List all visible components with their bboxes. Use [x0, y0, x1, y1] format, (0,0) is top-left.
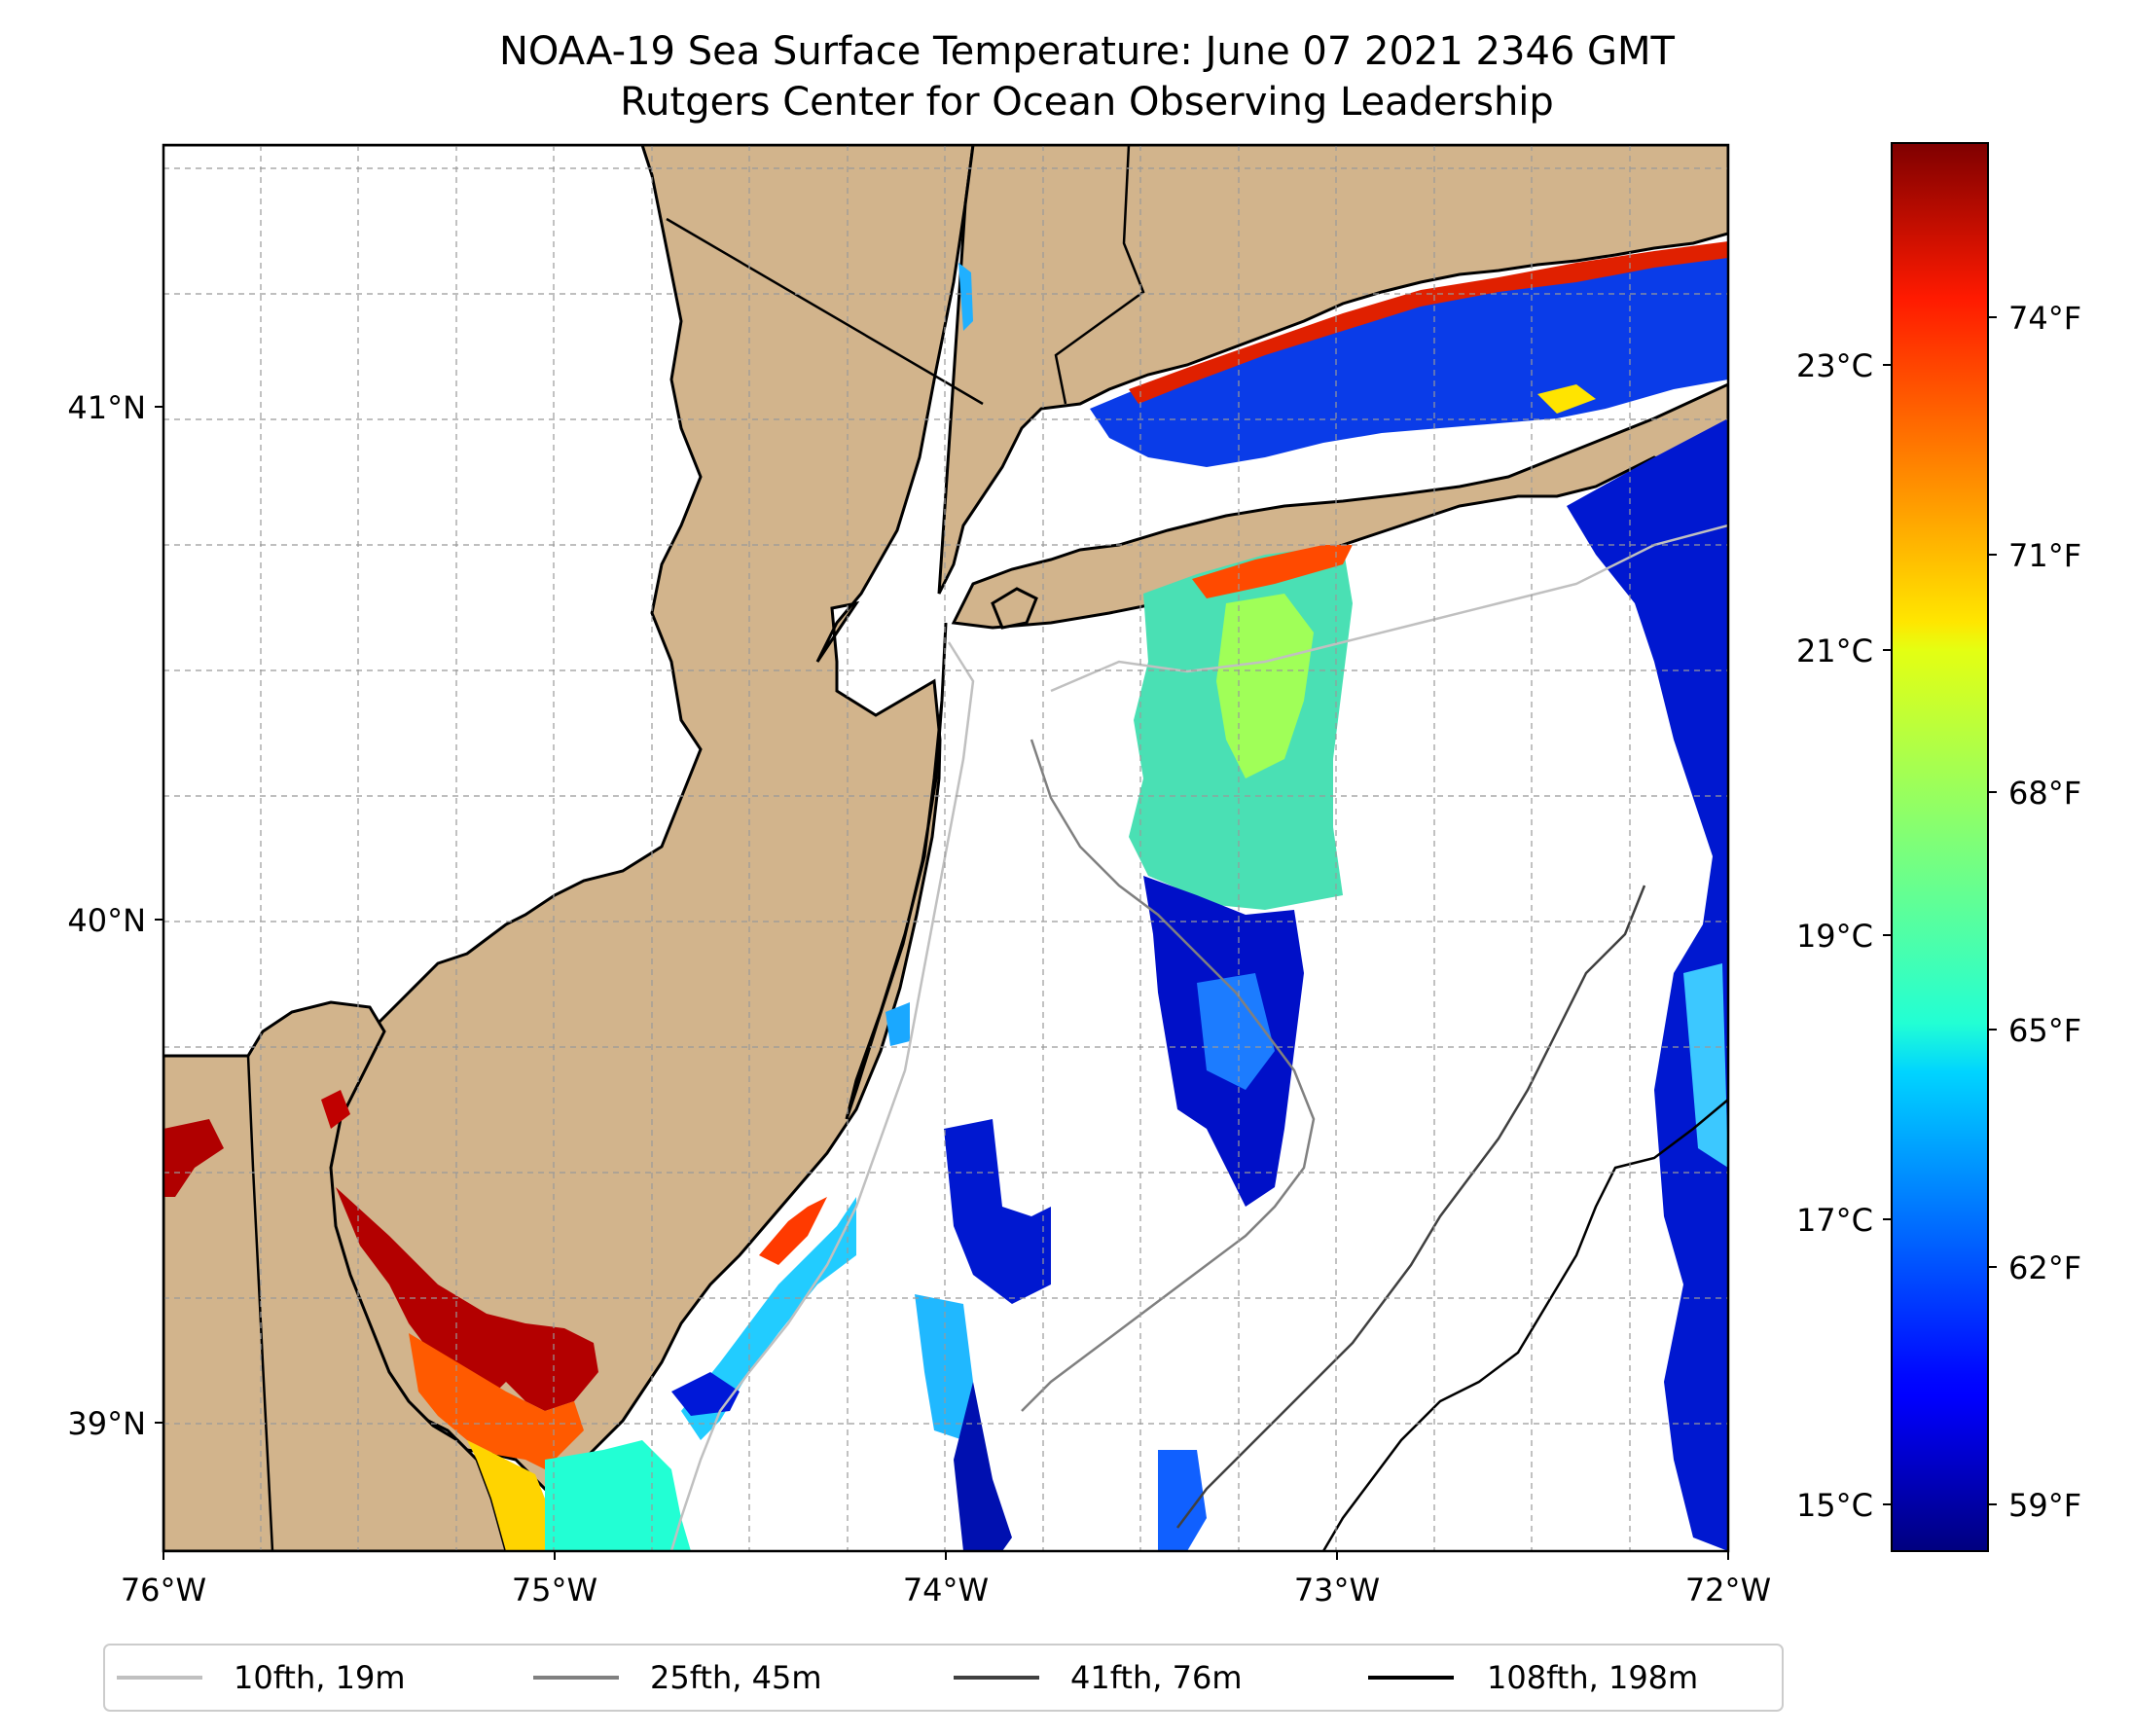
- legend: 10fth, 19m 25fth, 45m 41fth, 76m 108fth,…: [103, 1644, 1784, 1712]
- sst-patch-li-sound-warm: [1129, 241, 1728, 404]
- sst-patch-nj-nearshore: [681, 1197, 856, 1440]
- sst-patch-delaware-bay: [336, 1187, 598, 1411]
- sst-patch-south-2: [915, 1294, 973, 1440]
- contour-25fth: [1021, 739, 1316, 1412]
- colorbar-c-23: 23°C: [1796, 347, 1873, 384]
- sst-patch-li-sound-yellow: [1537, 384, 1596, 414]
- colorbar-f-62: 62°F: [2008, 1249, 2081, 1286]
- colorbar-c-17: 17°C: [1796, 1202, 1873, 1239]
- sst-patch-li-sound: [1090, 248, 1728, 467]
- chart-title-line1: NOAA-19 Sea Surface Temperature: June 07…: [499, 29, 1676, 74]
- sst-patch-cape-may: [545, 1440, 691, 1551]
- legend-label-10fth: 10fth, 19m: [234, 1659, 405, 1696]
- colorbar-c-19: 19°C: [1796, 918, 1873, 955]
- sst-patch-east-edge-inner: [1683, 963, 1728, 1168]
- colorbar-f-74: 74°F: [2008, 300, 2081, 337]
- colorbar: 15°C 17°C 19°C 21°C 23°C 59°F 62°F 65°F …: [1796, 142, 2081, 1552]
- sst-patch-chesapeake: [163, 1119, 224, 1197]
- legend-label-25fth: 25fth, 45m: [650, 1659, 821, 1696]
- colorbar-gradient: [1891, 142, 1989, 1552]
- sst-patch-south-1: [944, 1119, 1051, 1304]
- sst-patch-central-plume-core: [1216, 594, 1314, 778]
- lon-tick-74w: 74°W: [903, 1572, 989, 1609]
- sst-patch-delaware-river: [321, 1090, 350, 1129]
- colorbar-f-68: 68°F: [2008, 775, 2081, 812]
- legend-label-41fth: 41fth, 76m: [1070, 1659, 1242, 1696]
- sst-patch-nj-mid: [885, 1002, 910, 1046]
- colorbar-f-71: 71°F: [2008, 537, 2081, 574]
- lat-tick-39n: 39°N: [67, 1405, 146, 1442]
- state-boundary-ny-nj: [666, 217, 984, 406]
- gridlines: [163, 145, 1728, 1551]
- axis-ticks: [155, 406, 1729, 1560]
- lat-tick-41n: 41°N: [67, 389, 146, 426]
- colorbar-f-59: 59°F: [2008, 1487, 2081, 1524]
- legend-box: [103, 1644, 1784, 1712]
- lon-tick-76w: 76°W: [121, 1572, 206, 1609]
- land-staten-island: [991, 587, 1038, 630]
- chart-title-line2: Rutgers Center for Ocean Observing Leade…: [620, 80, 1554, 125]
- sst-patch-nj-small-blue: [671, 1372, 740, 1416]
- lat-tick-40n: 40°N: [67, 902, 146, 939]
- map-panel: [163, 145, 1728, 1551]
- sst-data: [163, 241, 1728, 1551]
- contour-10fth: [669, 524, 1728, 1551]
- sst-patch-delaware-bay-2: [409, 1333, 584, 1469]
- sst-patch-central-deep-2: [1197, 973, 1275, 1090]
- contour-108fth: [1321, 1099, 1728, 1551]
- sst-patch-east-edge: [1567, 418, 1728, 1551]
- lon-tick-73w: 73°W: [1294, 1572, 1380, 1609]
- lon-tick-72w: 72°W: [1685, 1572, 1771, 1609]
- land-new-england: [937, 145, 1728, 595]
- colorbar-c-15: 15°C: [1796, 1487, 1873, 1524]
- bathymetry-contours: [669, 524, 1728, 1551]
- lon-tick-75w: 75°W: [512, 1572, 597, 1609]
- sst-patch-central-plume-warm: [1192, 545, 1353, 598]
- contour-41fth: [1176, 885, 1646, 1529]
- state-boundary-ny-ct: [1054, 145, 1145, 405]
- state-boundary-pa-de: [163, 1054, 274, 1551]
- colorbar-f-65: 65°F: [2008, 1012, 2081, 1049]
- legend-label-108fth: 108fth, 198m: [1487, 1659, 1698, 1696]
- sst-patch-delaware-bay-3: [467, 1440, 545, 1551]
- sst-patch-south-4: [1158, 1450, 1207, 1551]
- colorbar-c-21: 21°C: [1796, 633, 1873, 669]
- barrier-island: [845, 622, 948, 1120]
- sst-patch-hudson: [958, 263, 973, 331]
- sst-patch-nj-nearshore-2: [759, 1197, 827, 1265]
